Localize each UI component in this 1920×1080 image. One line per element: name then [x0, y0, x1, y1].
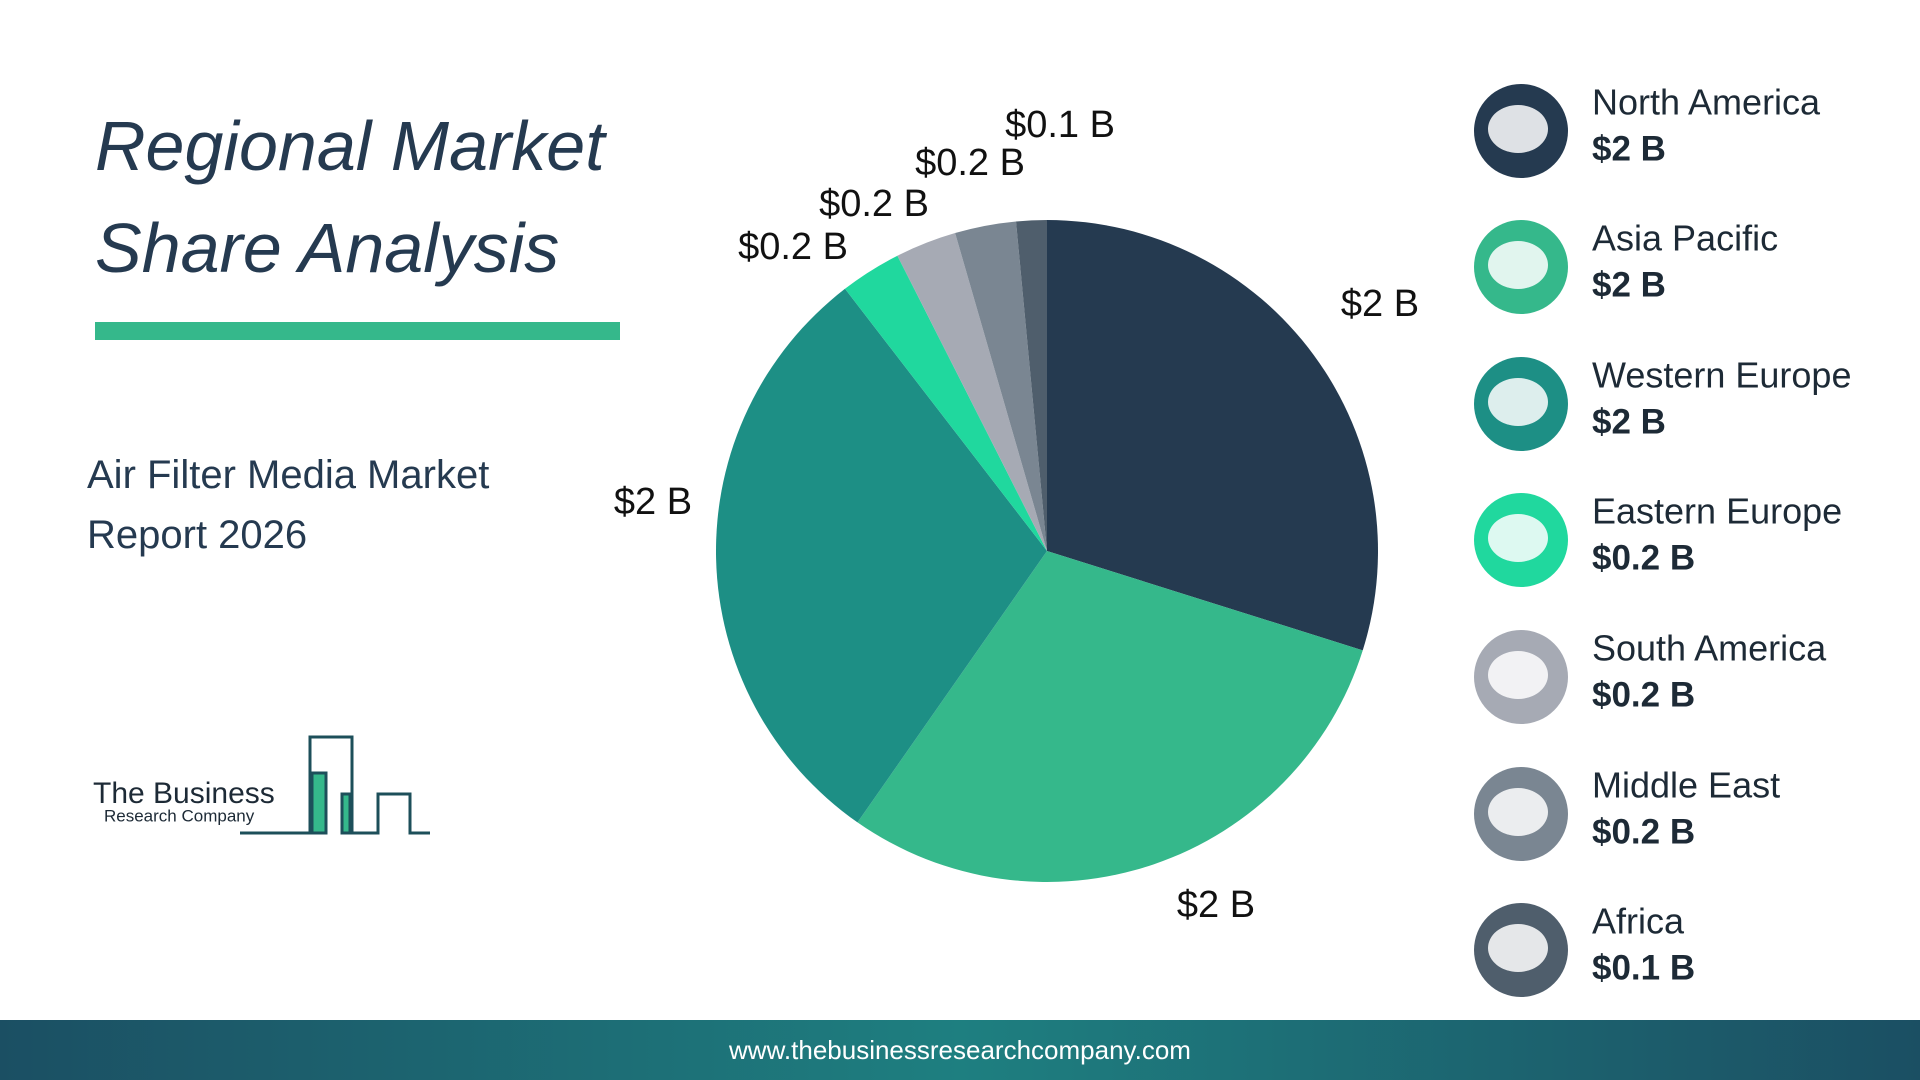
- pie-slice: [857, 551, 1363, 882]
- logo: The Business Research Company: [93, 735, 430, 835]
- chart-title: Regional Market Share Analysis: [95, 107, 605, 287]
- pie-slice: [1016, 220, 1047, 551]
- legend-icon-globe: [1488, 514, 1548, 562]
- legend-value: $0.2 B: [1592, 812, 1695, 851]
- logo-shape: [310, 771, 328, 835]
- legend-value: $0.1 B: [1592, 948, 1695, 987]
- pie-slice: [1047, 220, 1379, 651]
- legend-value: $2 B: [1592, 265, 1666, 304]
- legend-label: Africa: [1592, 901, 1685, 942]
- data-label: $0.1 B: [1005, 104, 1115, 146]
- pie-slice: [955, 221, 1047, 552]
- pie-slice: [897, 233, 1047, 552]
- pie-slice: [716, 288, 1047, 823]
- legend-label: Asia Pacific: [1592, 218, 1778, 259]
- logo-text: Research Company: [104, 806, 255, 825]
- legend-icon-globe: [1488, 788, 1548, 836]
- legend-label: Middle East: [1592, 765, 1780, 806]
- legend-icon-globe: [1488, 924, 1548, 972]
- footer-url: www.thebusinessresearchcompany.com: [729, 1035, 1191, 1065]
- pie-slice: [844, 255, 1047, 551]
- title-underline: [95, 322, 620, 340]
- logo-shape: [240, 735, 430, 835]
- data-label: $2 B: [1341, 283, 1419, 325]
- logo-text: The Business: [93, 777, 275, 810]
- legend-value: $0.2 B: [1592, 538, 1695, 577]
- legend-label: Western Europe: [1592, 355, 1851, 396]
- legend-value: $0.2 B: [1592, 675, 1695, 714]
- data-label: $0.2 B: [819, 183, 929, 225]
- legend-label: South America: [1592, 628, 1827, 669]
- legend-icon-globe: [1488, 105, 1548, 153]
- legend-label: North America: [1592, 82, 1821, 123]
- footer: www.thebusinessresearchcompany.com: [0, 1020, 1920, 1080]
- data-label: $0.2 B: [738, 226, 848, 268]
- chart-subtitle: Air Filter Media Market Report 2026: [87, 453, 490, 557]
- legend-value: $2 B: [1592, 402, 1666, 441]
- legend-icon-globe: [1488, 241, 1548, 289]
- data-label: $2 B: [1177, 884, 1255, 926]
- legend-icon-globe: [1488, 378, 1548, 426]
- legend-label: Eastern Europe: [1592, 491, 1842, 532]
- legend-icon-globe: [1488, 651, 1548, 699]
- legend-value: $2 B: [1592, 129, 1666, 168]
- data-label: $2 B: [614, 481, 692, 523]
- logo-shape: [340, 792, 352, 835]
- data-label: $0.2 B: [915, 142, 1025, 184]
- chart: The Business Research Company $2 B North …: [93, 82, 1851, 997]
